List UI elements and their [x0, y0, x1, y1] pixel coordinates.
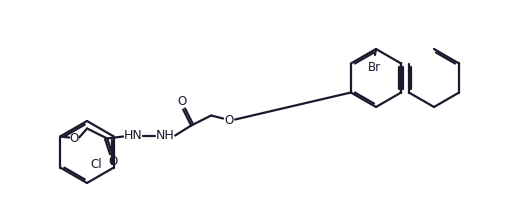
Text: O: O [178, 95, 187, 108]
Text: NH: NH [156, 129, 175, 142]
Text: Br: Br [368, 61, 381, 74]
Text: O: O [225, 114, 234, 127]
Text: O: O [109, 155, 118, 168]
Text: HN: HN [124, 129, 142, 142]
Text: O: O [70, 132, 79, 145]
Text: Cl: Cl [90, 158, 102, 171]
